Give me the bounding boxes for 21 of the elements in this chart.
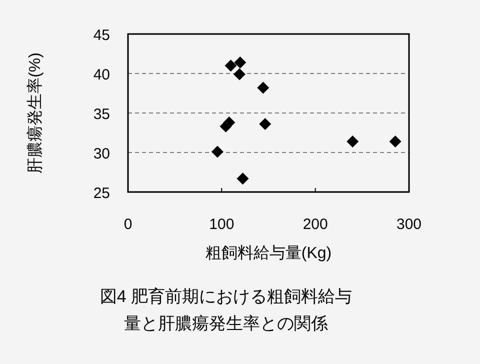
point <box>346 135 359 148</box>
point <box>234 56 246 68</box>
x-tick-label: 100 <box>209 216 234 233</box>
point <box>389 135 402 148</box>
y-tick-label: 35 <box>93 106 110 123</box>
x-tick-label: 200 <box>302 216 328 233</box>
x-tick-label: 300 <box>396 216 422 233</box>
y-tick-label: 25 <box>93 185 110 202</box>
point <box>236 172 249 185</box>
point <box>224 60 237 72</box>
x-tick-label: 0 <box>124 216 132 233</box>
point <box>257 82 270 94</box>
point <box>233 68 246 80</box>
y-tick-label: 45 <box>93 27 110 44</box>
point <box>211 146 224 158</box>
y-tick-label: 30 <box>93 146 110 162</box>
x-axis-title: 粗飼料給与量(Kg) <box>205 244 332 262</box>
point <box>259 118 272 130</box>
y-tick-label: 40 <box>93 66 110 84</box>
text: 図4 肥育前期における粗飼料給与量と肝膿瘍発生率との関係 <box>100 287 352 333</box>
y-axis-title: 肝膿瘍発生率(%) <box>26 52 44 174</box>
